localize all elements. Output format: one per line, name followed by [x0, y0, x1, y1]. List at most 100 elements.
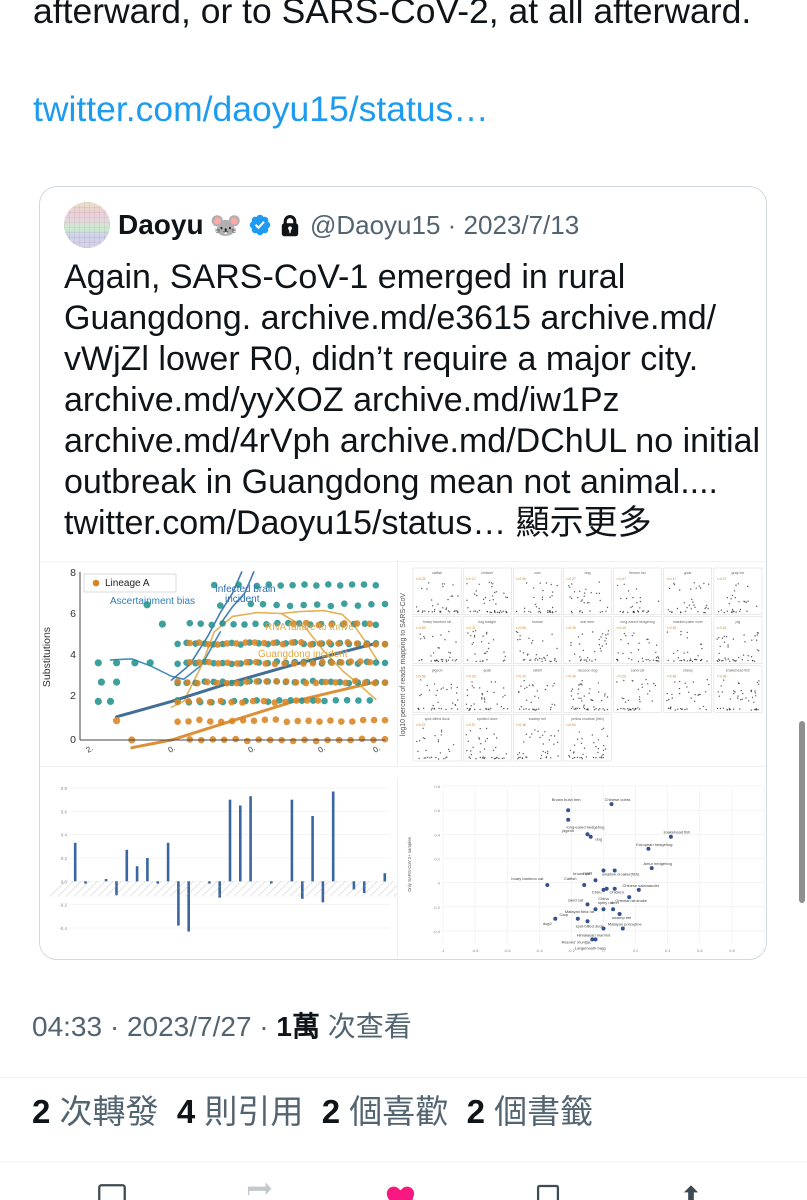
svg-text:long-eared hedgehog: long-eared hedgehog	[621, 620, 655, 624]
svg-text:European hedgehog: European hedgehog	[636, 842, 672, 847]
svg-text:-0.4: -0.4	[433, 929, 441, 934]
svg-text:swallow croaker(fish): swallow croaker(fish)	[602, 872, 640, 877]
svg-text:r=0.57: r=0.57	[466, 723, 476, 727]
svg-text:r=0.56: r=0.56	[516, 626, 526, 630]
svg-text:human: human	[532, 620, 543, 624]
svg-text:hog badger: hog badger	[478, 620, 497, 624]
svg-text:Only SARS-CoV 2+ samples: Only SARS-CoV 2+ samples	[407, 837, 412, 892]
svg-text:0.2: 0.2	[633, 948, 639, 953]
svg-text:r=0.25: r=0.25	[416, 577, 426, 581]
svg-text:Guangdong incident: Guangdong incident	[258, 649, 348, 660]
svg-text:Brown bush hen: Brown bush hen	[552, 797, 581, 802]
svg-text:r=0.47: r=0.47	[617, 577, 627, 581]
svg-text:leaf deer: leaf deer	[581, 620, 596, 624]
svg-text:pigeon: pigeon	[432, 669, 443, 673]
svg-text:Substitutions: Substitutions	[41, 627, 53, 687]
svg-text:r=0.15: r=0.15	[617, 626, 627, 630]
svg-text:incident: incident	[225, 594, 260, 605]
svg-text:masked palm civet: masked palm civet	[673, 620, 703, 624]
svg-text:RNA failure to thrive: RNA failure to thrive	[265, 622, 354, 633]
svg-text:0.8: 0.8	[61, 786, 68, 791]
svg-text:-0.4: -0.4	[59, 926, 67, 931]
svg-text:4: 4	[70, 649, 76, 661]
svg-text:Malayan field rat: Malayan field rat	[565, 909, 595, 914]
svg-text:goat: goat	[684, 571, 691, 575]
svg-text:sand cat: sand cat	[631, 669, 645, 673]
svg-text:r=0.27: r=0.27	[566, 577, 576, 581]
svg-text:r=0.39: r=0.39	[566, 626, 576, 630]
svg-text:0.4: 0.4	[434, 832, 440, 837]
svg-text:0.8: 0.8	[434, 784, 440, 789]
svg-text:0.2: 0.2	[434, 857, 440, 862]
svg-text:Chiru: Chiru	[592, 890, 602, 895]
svg-text:Carp: Carp	[559, 912, 568, 917]
svg-text:swamp eel: swamp eel	[612, 915, 631, 920]
svg-text:2: 2	[70, 690, 76, 702]
svg-text:yellow crowbar (fish): yellow crowbar (fish)	[571, 717, 604, 721]
svg-text:r=0.16: r=0.16	[717, 626, 727, 630]
svg-text:r=0.47: r=0.47	[667, 577, 677, 581]
svg-text:dog: dog	[595, 837, 602, 842]
svg-text:Reeves' muntjac: Reeves' muntjac	[562, 939, 591, 944]
svg-text:-0.6: -0.6	[504, 948, 512, 953]
svg-text:-0.2: -0.2	[59, 903, 67, 908]
svg-text:r=0.22: r=0.22	[416, 723, 426, 727]
svg-text:pig: pig	[736, 620, 741, 624]
svg-text:raccoon dog: raccoon dog	[578, 669, 598, 673]
svg-text:long-eared hedgehog: long-eared hedgehog	[566, 824, 604, 829]
svg-text:r=0.12: r=0.12	[466, 577, 476, 581]
svg-text:r=0.29: r=0.29	[466, 675, 476, 679]
svg-text:r=0.46: r=0.46	[516, 577, 526, 581]
svg-text:Ascertainment bias: Ascertainment bias	[110, 596, 195, 607]
svg-text:0.4: 0.4	[61, 833, 68, 838]
svg-text:snakehead fish: snakehead fish	[726, 669, 750, 673]
svg-text:-0.2: -0.2	[433, 905, 441, 910]
svg-text:dog: dog	[585, 571, 591, 575]
svg-text:cow: cow	[534, 571, 541, 575]
svg-text:0: 0	[70, 734, 76, 746]
svg-text:fennec fox: fennec fox	[629, 571, 646, 575]
svg-text:catfish: catfish	[432, 571, 442, 575]
svg-text:0.2: 0.2	[61, 856, 68, 861]
svg-text:Largemouth bass: Largemouth bass	[575, 945, 606, 950]
svg-text:gray fox: gray fox	[732, 571, 745, 575]
svg-text:0.6: 0.6	[61, 809, 68, 814]
svg-text:log10 percent of reads mapping: log10 percent of reads mapping to SARS-C…	[400, 593, 407, 737]
svg-text:r=0.26: r=0.26	[617, 675, 627, 679]
svg-text:-0.4: -0.4	[536, 948, 544, 953]
svg-text:quail: quail	[483, 669, 491, 673]
svg-text:Amur hedgehog: Amur hedgehog	[643, 861, 671, 866]
svg-text:Lineage A: Lineage A	[105, 578, 150, 589]
svg-text:snakehead fish: snakehead fish	[663, 830, 690, 835]
svg-text:r=0.59: r=0.59	[416, 626, 426, 630]
svg-text:hoary bamboo rat: hoary bamboo rat	[423, 620, 451, 624]
svg-text:Himalayan marmot: Himalayan marmot	[577, 933, 611, 938]
svg-text:dog2: dog2	[543, 921, 553, 926]
svg-text:rabbit: rabbit	[533, 669, 542, 673]
svg-text:sand cat: sand cat	[568, 897, 584, 902]
svg-text:Oriental rat snake: Oriental rat snake	[615, 898, 647, 903]
svg-text:8: 8	[70, 567, 76, 579]
svg-text:r=0.36: r=0.36	[717, 675, 727, 679]
svg-text:0.8: 0.8	[729, 948, 735, 953]
svg-text:r=0.54: r=0.54	[566, 723, 576, 727]
svg-text:Malayan porcupine: Malayan porcupine	[608, 922, 643, 927]
svg-text:0.0: 0.0	[61, 879, 68, 884]
svg-text:0.6: 0.6	[434, 808, 440, 813]
svg-text:spot-billed duck: spot-billed duck	[576, 923, 604, 928]
svg-text:hoary bamboo cat: hoary bamboo cat	[511, 876, 544, 881]
svg-text:chicken: chicken	[481, 571, 493, 575]
svg-text:r=0.43: r=0.43	[516, 675, 526, 679]
svg-text:Chicken: Chicken	[609, 890, 623, 895]
svg-text:spot-billed duck: spot-billed duck	[425, 717, 450, 721]
svg-text:sheep: sheep	[683, 669, 693, 673]
svg-text:Chinese cobra: Chinese cobra	[605, 797, 632, 802]
svg-text:r=0.48: r=0.48	[667, 675, 677, 679]
svg-text:Catfish: Catfish	[564, 876, 576, 881]
svg-text:-0.8: -0.8	[472, 948, 480, 953]
svg-text:r=0.58: r=0.58	[416, 675, 426, 679]
svg-text:deer: deer	[611, 900, 620, 905]
svg-text:r=0.48: r=0.48	[516, 723, 526, 727]
svg-text:swamp eel: swamp eel	[529, 717, 546, 721]
svg-text:Chinese salamander: Chinese salamander	[622, 883, 659, 888]
